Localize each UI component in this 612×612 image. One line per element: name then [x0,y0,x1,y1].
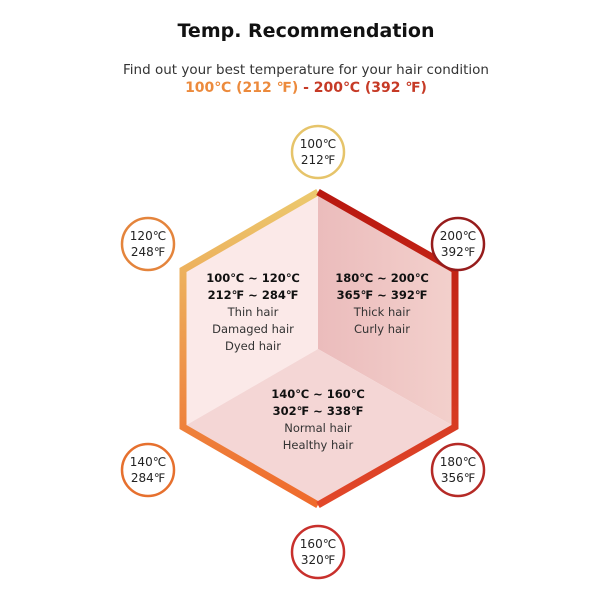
fahrenheit: 356℉ [440,471,476,485]
hexagon-left-border [179,188,320,509]
circle-180 [430,442,486,498]
range-sep: - [298,80,314,96]
celsius: 120℃ [129,229,167,243]
hair-type: Normal hair [284,421,352,435]
fahrenheit: 392℉ [440,245,476,259]
celsius: 180℃ [439,455,477,469]
hair-type: Dyed hair [225,339,281,353]
hair-type: Thin hair [227,305,279,319]
fahrenheit: 320℉ [300,553,336,567]
temp-label-140: 140℃ 284℉ [121,443,175,497]
panel-mid-temp: 140℃ ~ 160℃ 302℉ ~ 338℉ Normal hair Heal… [253,386,383,454]
circle-120 [120,216,176,272]
fahrenheit: 284℉ [130,471,166,485]
panel-low-temp: 100℃ ~ 120℃ 212℉ ~ 284℉ Thin hair Damage… [188,270,318,355]
celsius: 160℃ [299,537,337,551]
panel-fahrenheit-range: 365℉ ~ 392℉ [336,288,428,302]
subtitle: Find out your best temperature for your … [123,62,489,78]
hair-type: Damaged hair [212,322,294,336]
temperature-range: 100℃ (212 ℉) - 200℃ (392 ℉) [0,80,612,96]
panel-high-temp: 180℃ ~ 200℃ 365℉ ~ 392℉ Thick hair Curly… [317,270,447,338]
circle-140 [120,442,176,498]
celsius: 140℃ [129,455,167,469]
temp-label-100: 100℃ 212℉ [291,125,345,179]
panel-celsius-range: 140℃ ~ 160℃ [271,387,365,401]
fahrenheit: 212℉ [300,153,336,167]
circle-100 [290,124,346,180]
hair-type: Thick hair [353,305,411,319]
circle-160 [290,524,346,580]
hair-type: Healthy hair [282,438,354,452]
celsius: 100℃ [299,137,337,151]
range-high: 200℃ (392 ℉) [313,80,427,96]
temp-label-180: 180℃ 356℉ [431,443,485,497]
panel-celsius-range: 180℃ ~ 200℃ [335,271,429,285]
range-low: 100℃ (212 ℉) [185,80,299,96]
panel-fahrenheit-range: 212℉ ~ 284℉ [207,288,299,302]
temp-label-120: 120℃ 248℉ [121,217,175,271]
fahrenheit: 248℉ [130,245,166,259]
panel-celsius-range: 100℃ ~ 120℃ [206,271,300,285]
temp-label-160: 160℃ 320℉ [291,525,345,579]
temp-label-200: 200℃ 392℉ [431,217,485,271]
circle-200 [430,216,486,272]
celsius: 200℃ [439,229,477,243]
hexagon-right-border [316,188,459,509]
page-title: Temp. Recommendation [177,20,435,42]
panel-fahrenheit-range: 302℉ ~ 338℉ [272,404,364,418]
hair-type: Curly hair [354,322,410,336]
